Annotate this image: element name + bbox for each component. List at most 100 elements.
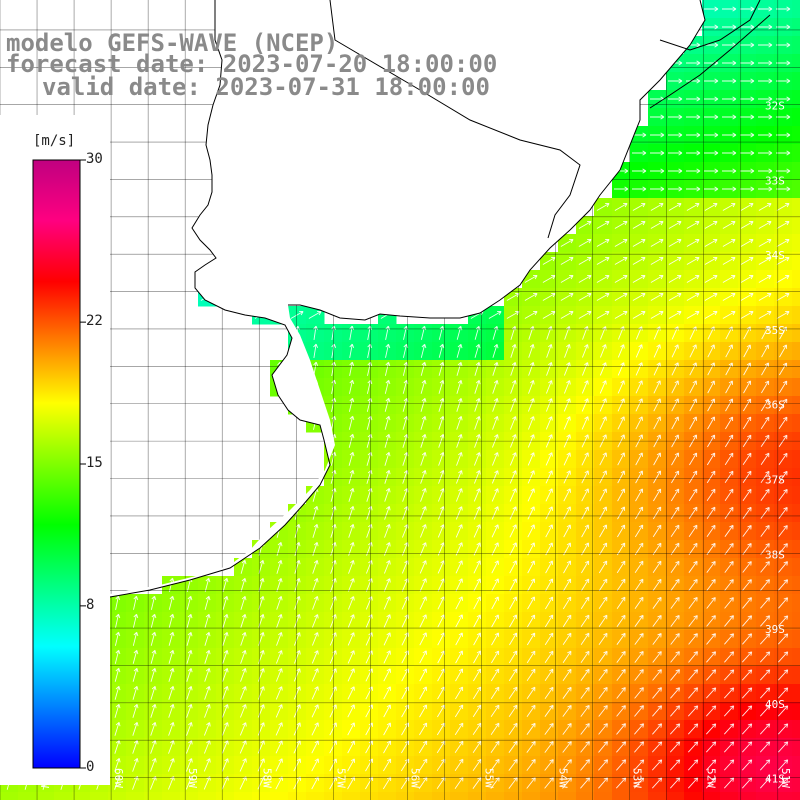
wind-arrow [634,650,644,663]
border-line [329,0,581,239]
wind-arrow [615,777,627,789]
wind-arrow [438,343,445,358]
wind-arrow [635,362,643,376]
wind-arrow [724,506,734,519]
wind-arrow [760,524,770,537]
wind-arrow [221,722,229,736]
wind-arrow [383,578,391,592]
wind-arrow [329,632,337,646]
wind-arrow [347,578,355,592]
wind-arrow [740,150,755,156]
wind-arrow [455,560,463,574]
wind-arrow [725,344,733,358]
wind-arrow [348,451,355,466]
wind-arrow [670,488,680,502]
wind-arrow [544,614,554,628]
wind-arrow [760,543,770,555]
wind-arrow [222,577,229,592]
wind-arrow [668,150,683,156]
wind-arrow [777,705,789,717]
wind-arrow [580,632,590,646]
wind-arrow [526,650,536,664]
wind-arrow [384,361,391,376]
wind-arrow [725,380,733,394]
wind-arrow [652,524,662,538]
wind-arrow [670,560,680,573]
wind-arrow [491,452,499,466]
wind-arrow [670,614,680,627]
wind-arrow [150,649,157,664]
wind-arrow [598,705,608,717]
wind-arrow [365,578,373,592]
wind-arrow [455,470,463,484]
wind-arrow [668,168,683,174]
wind-arrow [186,704,193,718]
wind-arrow [632,310,646,319]
wind-arrow [385,343,391,358]
wind-arrow [546,362,553,376]
wind-arrow [668,310,682,319]
wind-arrow [203,758,211,772]
wind-arrow [778,452,788,465]
wind-arrow [652,596,662,609]
wind-arrow [707,416,716,430]
wind-arrow [671,470,680,484]
wind-arrow [686,186,701,192]
wind-arrow [705,759,717,771]
wind-arrow [670,669,680,681]
wind-arrow [742,597,752,609]
wind-arrow [689,398,697,412]
wind-arrow [290,310,304,319]
wind-arrow [526,704,536,717]
wind-arrow [686,132,701,138]
wind-arrow [598,759,609,771]
wind-arrow [742,470,752,484]
wind-arrow [724,633,735,645]
wind-arrow [668,114,683,120]
wind-arrow [686,292,700,301]
wind-arrow [508,758,518,771]
wind-arrow [686,78,701,84]
wind-arrow [240,650,247,664]
wind-arrow [688,488,698,502]
wind-arrow [634,723,645,735]
wind-arrow [758,60,773,66]
lon-label: 52W [705,768,718,788]
wind-arrow [114,649,121,664]
wind-arrow [758,220,772,229]
wind-arrow [742,615,753,627]
wind-arrow [688,687,699,699]
wind-arrow [420,470,427,484]
wind-arrow [528,362,535,376]
wind-arrow [653,452,661,466]
wind-arrow [652,632,662,645]
wind-arrow [689,452,698,466]
wind-arrow [473,524,481,538]
wind-arrow [743,380,752,394]
wind-arrow [132,703,139,718]
wind-arrow [509,488,517,502]
wind-arrow [686,114,701,120]
wind-arrow [384,451,391,466]
wind-arrow [704,256,718,265]
wind-arrow [671,380,679,394]
wind-arrow [293,686,301,700]
wind-arrow [544,759,554,771]
wind-arrow [617,416,625,430]
wind-arrow [312,560,319,574]
wind-arrow [365,560,373,574]
wind-arrow [294,596,301,610]
wind-arrow [563,416,571,430]
wind-arrow [311,650,319,664]
wind-arrow [473,452,481,466]
wind-arrow [614,274,628,283]
wind-arrow [473,668,482,682]
wind-arrow [472,686,482,700]
wind-arrow [347,722,355,736]
wind-arrow [472,722,482,736]
wind-arrow [669,759,681,771]
wind-arrow [723,687,735,699]
wind-arrow [632,274,646,283]
wind-arrow [384,379,391,394]
wind-arrow [438,325,445,340]
